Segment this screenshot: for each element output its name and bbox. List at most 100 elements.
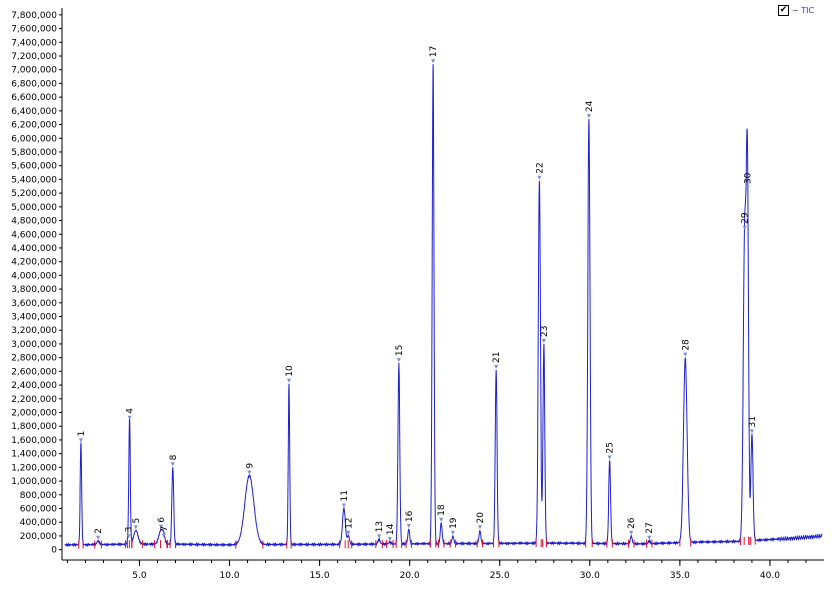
y-tick-label: 400,000 xyxy=(20,518,57,528)
peak-apex-marker xyxy=(494,365,499,369)
peak-apex-marker xyxy=(377,534,382,539)
peak-apex-marker xyxy=(78,438,83,443)
y-tick-label: 7,000,000 xyxy=(11,66,57,76)
peak-label: 14 xyxy=(386,523,396,535)
peak-label: 31 xyxy=(748,416,758,427)
peak-label: 1 xyxy=(77,431,87,437)
y-tick-label: 4,800,000 xyxy=(11,217,57,227)
y-tick-label: 5,800,000 xyxy=(11,148,57,158)
peak-apex-marker xyxy=(629,530,634,535)
peak-label: 5 xyxy=(132,518,142,524)
y-tick-label: 200,000 xyxy=(20,532,57,542)
peak-apex-marker xyxy=(683,352,688,357)
y-tick-label: 4,400,000 xyxy=(11,244,57,254)
y-tick-label: 2,000,000 xyxy=(11,409,57,419)
y-tick-label: 4,600,000 xyxy=(11,230,57,240)
peak-apex-marker xyxy=(647,535,652,540)
y-tick-label: 2,200,000 xyxy=(11,395,57,405)
peak-apex-marker xyxy=(341,503,346,508)
x-tick-label: 5.0 xyxy=(132,571,147,581)
peak-baselines xyxy=(78,536,756,549)
y-tick-label: 3,000,000 xyxy=(11,340,57,350)
peak-apex-marker xyxy=(127,415,132,420)
y-tick-label: 1,400,000 xyxy=(11,450,57,460)
peak-label: 11 xyxy=(340,490,350,501)
legend[interactable]: ✔ − TIC xyxy=(778,4,814,16)
legend-checkbox[interactable]: ✔ xyxy=(778,4,789,16)
y-tick-label: 7,800,000 xyxy=(11,11,57,21)
y-tick-label: 3,800,000 xyxy=(11,285,57,295)
y-tick-label: 800,000 xyxy=(20,491,57,501)
y-tick-label: 2,600,000 xyxy=(11,367,57,377)
axes xyxy=(59,8,824,566)
y-tick-label: 600,000 xyxy=(20,504,57,514)
peak-apex-marker xyxy=(477,525,482,530)
peak-label: 12 xyxy=(344,517,354,528)
peak-apex-marker xyxy=(406,524,411,529)
peak-apex-marker xyxy=(286,378,291,383)
peak-label: 20 xyxy=(476,512,486,524)
y-tick-label: 6,200,000 xyxy=(11,121,57,131)
peak-apex-marker xyxy=(387,537,392,542)
peak-apex-marker xyxy=(161,533,166,538)
peak-label: 15 xyxy=(395,345,405,356)
y-tick-label: 3,600,000 xyxy=(11,299,57,309)
y-tick-label: 1,800,000 xyxy=(11,422,57,432)
peak-label: 29 xyxy=(741,212,751,224)
peak-apex-marker xyxy=(749,429,754,434)
tic-trace xyxy=(64,64,823,548)
y-tick-label: 3,400,000 xyxy=(11,313,57,323)
y-tick-label: 6,600,000 xyxy=(11,93,57,103)
peak-label: 27 xyxy=(645,522,655,533)
peak-label: 13 xyxy=(375,521,385,532)
peak-apex-marker xyxy=(126,534,131,539)
peak-apex-marker xyxy=(742,225,747,230)
y-tick-labels: 0 200,000 400,000 600,000 800,000 1,000,000 1,… xyxy=(11,11,57,556)
peak-apex-marker xyxy=(541,338,546,343)
y-tick-label: 4,000,000 xyxy=(11,271,57,281)
peak-label: 9 xyxy=(245,463,255,469)
peak-label: 30 xyxy=(743,172,753,184)
y-tick-label: 5,400,000 xyxy=(11,175,57,185)
peak-apex-marker xyxy=(170,462,175,467)
peak-label: 19 xyxy=(449,517,459,529)
x-tick-label: 15.0 xyxy=(310,571,330,581)
x-tick-label: 20.0 xyxy=(400,571,420,581)
peak-label: 17 xyxy=(429,46,439,57)
y-tick-label: 1,600,000 xyxy=(11,436,57,446)
y-tick-label: 7,400,000 xyxy=(11,38,57,48)
peak-apex-marker xyxy=(537,175,542,180)
y-tick-label: 2,800,000 xyxy=(11,354,57,364)
peak-apex-marker xyxy=(431,59,436,64)
y-tick-label: 6,800,000 xyxy=(11,79,57,89)
y-tick-label: 4,200,000 xyxy=(11,258,57,268)
peak-apex-marker xyxy=(396,358,401,363)
peak-label: 10 xyxy=(285,365,295,377)
peak-label: 28 xyxy=(681,339,691,351)
x-tick-label: 30.0 xyxy=(580,571,600,581)
peak-label: 21 xyxy=(492,352,502,363)
y-tick-label: 0 xyxy=(51,546,57,556)
y-tick-label: 5,200,000 xyxy=(11,189,57,199)
peak-apex-marker xyxy=(133,525,138,530)
peak-label: 4 xyxy=(126,408,136,414)
y-tick-label: 2,400,000 xyxy=(11,381,57,391)
y-tick-label: 7,600,000 xyxy=(11,25,57,35)
peak-label: 18 xyxy=(437,504,447,516)
peak-apex-marker xyxy=(346,530,351,535)
peak-label: 7 xyxy=(160,526,170,532)
peak-label: 16 xyxy=(405,510,415,522)
x-tick-label: 40.0 xyxy=(760,571,780,581)
x-tick-label: 35.0 xyxy=(670,571,690,581)
y-tick-label: 1,000,000 xyxy=(11,477,57,487)
peak-label: 6 xyxy=(157,517,167,523)
peak-label: 25 xyxy=(606,442,616,453)
x-tick-labels: 5.0 10.0 15.0 20.0 25.0 30.0 35.0 40.0 xyxy=(132,571,780,581)
peak-label: 8 xyxy=(169,454,179,460)
y-tick-label: 5,600,000 xyxy=(11,162,57,172)
peak-label: 3 xyxy=(125,527,135,533)
y-tick-label: 6,000,000 xyxy=(11,134,57,144)
peak-label: 24 xyxy=(585,100,595,112)
